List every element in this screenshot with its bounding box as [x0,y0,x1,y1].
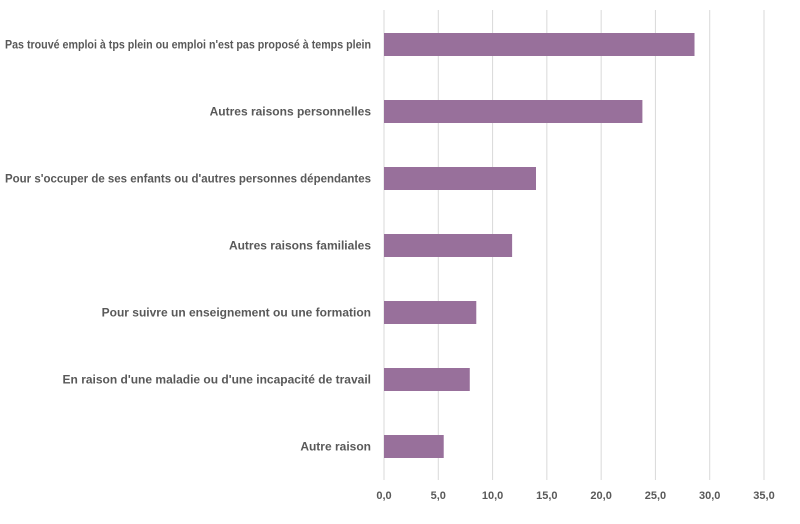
bar [384,435,444,458]
category-label: En raison d'une maladie ou d'une incapac… [63,373,371,387]
x-tick-label: 25,0 [645,490,666,502]
category-label: Pour suivre un enseignement ou une forma… [102,306,371,320]
bars [384,33,695,458]
x-tick-label: 15,0 [536,490,557,502]
category-label: Autre raison [300,440,371,454]
category-label: Pas trouvé emploi à tps plein ou emploi … [5,38,371,52]
category-label: Pour s'occuper de ses enfants ou d'autre… [5,172,371,186]
bar [384,234,513,257]
category-label: Autres raisons familiales [229,239,371,253]
bar [384,33,695,56]
bar [384,301,477,324]
category-labels: Pas trouvé emploi à tps plein ou emploi … [5,38,371,454]
bar [384,167,536,190]
category-label: Autres raisons personnelles [210,105,372,119]
x-tick-label: 10,0 [482,490,503,502]
x-axis-tick-labels: 0,0 5,0 10,0 15,0 20,0 25,0 30,0 35,0 [376,490,774,502]
x-tick-label: 5,0 [431,490,446,502]
bar [384,368,470,391]
bar [384,100,643,123]
x-tick-label: 30,0 [699,490,720,502]
x-tick-label: 35,0 [753,490,774,502]
x-tick-label: 20,0 [590,490,611,502]
x-tick-label: 0,0 [376,490,391,502]
